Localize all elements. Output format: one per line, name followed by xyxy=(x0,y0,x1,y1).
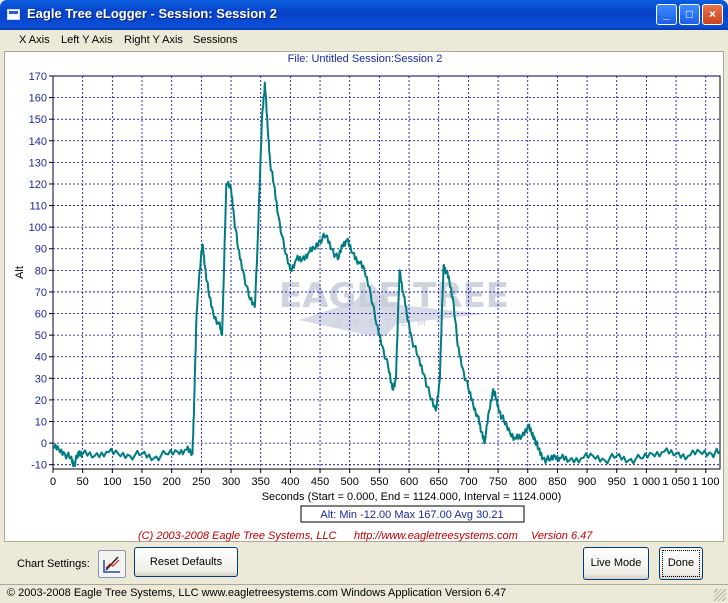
reset-defaults-button[interactable]: Reset Defaults xyxy=(134,547,238,577)
y-tick-label: 40 xyxy=(35,352,47,364)
x-tick-label: 750 xyxy=(489,476,507,488)
x-tick-label: 300 xyxy=(222,476,240,488)
y-tick-label: 130 xyxy=(29,157,47,169)
y-tick-label: 140 xyxy=(29,136,47,148)
x-tick-label: 150 xyxy=(133,476,151,488)
maximize-button[interactable]: □ xyxy=(679,4,700,25)
x-tick-label: 1 000 xyxy=(633,476,661,488)
version-text: Version 6.47 xyxy=(531,530,593,542)
y-tick-label: 80 xyxy=(35,265,47,277)
x-tick-label: 550 xyxy=(370,476,388,488)
y-tick-label: 20 xyxy=(35,395,47,407)
x-tick-label: 500 xyxy=(341,476,359,488)
x-axis-label: Seconds (Start = 0.000, End = 1124.000, … xyxy=(262,491,562,503)
plot-area xyxy=(52,75,721,470)
y-axis-label: Alt xyxy=(14,266,26,279)
x-tick-label: 950 xyxy=(608,476,626,488)
x-tick-label: 850 xyxy=(548,476,566,488)
x-tick-label: 400 xyxy=(281,476,299,488)
x-tick-label: 200 xyxy=(163,476,181,488)
bottom-toolbar: Chart Settings: Reset Defaults Live Mode… xyxy=(0,542,728,584)
y-tick-label: 170 xyxy=(29,71,47,83)
menu-x-axis[interactable]: X Axis xyxy=(19,34,50,46)
y-tick-label: 50 xyxy=(35,330,47,342)
y-tick-label: 30 xyxy=(35,373,47,385)
stats-box xyxy=(300,505,525,523)
watermark-text: EAGLE TREE xyxy=(279,276,509,316)
stats-text: Alt: Min -12.00 Max 167.00 Avg 30.21 xyxy=(320,509,503,521)
live-mode-button[interactable]: Live Mode xyxy=(583,547,649,580)
title-bar[interactable]: Eagle Tree eLogger - Session: Session 2 … xyxy=(0,0,728,30)
y-tick-label: 110 xyxy=(29,201,47,213)
menu-left-y-axis[interactable]: Left Y Axis xyxy=(61,34,113,46)
y-tick-label: 120 xyxy=(29,179,47,191)
eagle-tree-watermark: EAGLE TREE SYSTEMS xyxy=(279,276,509,336)
minimize-button[interactable]: _ xyxy=(656,4,677,25)
y-tick-label: 90 xyxy=(35,244,47,256)
status-bar: © 2003-2008 Eagle Tree Systems, LLC www.… xyxy=(0,584,728,603)
y-tick-label: 60 xyxy=(35,309,47,321)
app-icon xyxy=(7,9,20,20)
close-button[interactable]: × xyxy=(702,4,723,25)
resize-grip-icon[interactable] xyxy=(714,589,726,601)
x-tick-label: 1 100 xyxy=(692,476,720,488)
x-tick-label: 700 xyxy=(459,476,477,488)
x-tick-label: 100 xyxy=(103,476,121,488)
alt-series-line xyxy=(52,81,721,468)
x-tick-label: 900 xyxy=(578,476,596,488)
watermark-subtext: SYSTEMS xyxy=(336,318,452,329)
x-tick-label: 800 xyxy=(519,476,537,488)
x-tick-label: 650 xyxy=(430,476,448,488)
chart-settings-button[interactable] xyxy=(98,550,126,578)
y-tick-label: 70 xyxy=(35,287,47,299)
x-tick-label: 600 xyxy=(400,476,418,488)
x-tick-label: 0 xyxy=(50,476,56,488)
y-tick-label: 100 xyxy=(29,222,47,234)
file-session-label: File: Untitled Session:Session 2 xyxy=(287,53,443,65)
x-tick-label: 1 050 xyxy=(662,476,690,488)
menu-bar: X Axis Left Y Axis Right Y Axis Sessions xyxy=(0,30,728,51)
y-tick-label: -10 xyxy=(31,460,47,472)
x-tick-label: 350 xyxy=(252,476,270,488)
y-tick-label: 150 xyxy=(29,114,47,126)
done-button[interactable]: Done xyxy=(659,547,703,580)
chart-settings-icon xyxy=(103,556,120,573)
y-tick-label: 160 xyxy=(29,93,47,105)
window-title: Eagle Tree eLogger - Session: Session 2 xyxy=(27,6,277,21)
copyright-text: (C) 2003-2008 Eagle Tree Systems, LLC xyxy=(138,530,337,542)
menu-right-y-axis[interactable]: Right Y Axis xyxy=(124,34,183,46)
x-tick-label: 250 xyxy=(192,476,210,488)
y-tick-label: 0 xyxy=(41,438,47,450)
status-text: © 2003-2008 Eagle Tree Systems, LLC www.… xyxy=(7,587,507,599)
chart-settings-label: Chart Settings: xyxy=(17,558,90,570)
eagle-silhouette xyxy=(299,284,484,336)
x-tick-label: 50 xyxy=(77,476,89,488)
x-tick-label: 450 xyxy=(311,476,329,488)
website-link[interactable]: http://www.eagletreesystems.com xyxy=(354,530,518,542)
menu-sessions[interactable]: Sessions xyxy=(193,34,238,46)
y-tick-label: 10 xyxy=(35,416,47,428)
